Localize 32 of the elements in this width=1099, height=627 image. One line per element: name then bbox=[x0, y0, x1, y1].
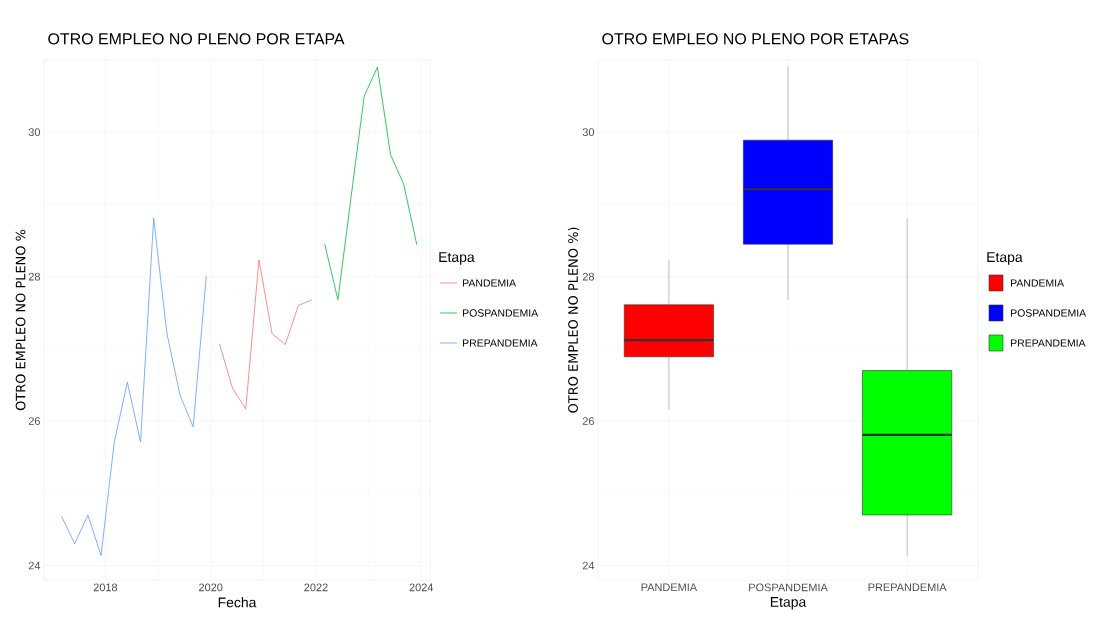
legend-label: PANDEMIA bbox=[1011, 279, 1065, 287]
legend-title: Etapa bbox=[439, 252, 475, 265]
legend-label: PANDEMIA bbox=[463, 279, 517, 287]
line-series bbox=[324, 66, 418, 301]
y-axis-title: OTRO EMPLEO NO PLENO %) bbox=[567, 227, 580, 413]
y-tick-label: 26 bbox=[582, 417, 594, 425]
legend-title: Etapa bbox=[987, 252, 1023, 265]
x-tick-label: 2024 bbox=[409, 583, 434, 592]
x-axis-title: Etapa bbox=[770, 597, 807, 610]
x-axis-title: Fecha bbox=[218, 597, 257, 608]
x-tick-label: PREPANDEMIA bbox=[868, 583, 947, 592]
x-tick-label: PANDEMIA bbox=[641, 583, 698, 592]
y-tick-label: 28 bbox=[582, 272, 594, 281]
chart-title: OTRO EMPLEO NO PLENO POR ETAPAS bbox=[602, 33, 909, 45]
y-tick-label: 30 bbox=[582, 128, 595, 137]
y-axis-title: OTRO EMPLEO NO PLENO % bbox=[15, 229, 26, 411]
y-tick-label: 24 bbox=[582, 561, 595, 570]
legend-label: PREPANDEMIA bbox=[463, 339, 538, 347]
y-tick-label: 24 bbox=[28, 561, 41, 570]
y-tick-label: 26 bbox=[28, 417, 40, 425]
y-tick-label: 30 bbox=[28, 128, 41, 137]
line-series bbox=[219, 259, 312, 410]
x-tick-label: 2018 bbox=[93, 583, 118, 592]
y-tick-label: 28 bbox=[28, 272, 40, 281]
x-tick-label: 2022 bbox=[304, 583, 328, 592]
x-tick-label: 2020 bbox=[199, 583, 223, 592]
x-tick-label: POSPANDEMIA bbox=[749, 583, 828, 592]
legend-label: POSPANDEMIA bbox=[1011, 309, 1087, 317]
legend-label: PREPANDEMIA bbox=[1011, 339, 1086, 347]
legend-label: POSPANDEMIA bbox=[463, 309, 539, 317]
line-series bbox=[61, 217, 207, 556]
chart-title: OTRO EMPLEO NO PLENO POR ETAPA bbox=[48, 33, 345, 45]
